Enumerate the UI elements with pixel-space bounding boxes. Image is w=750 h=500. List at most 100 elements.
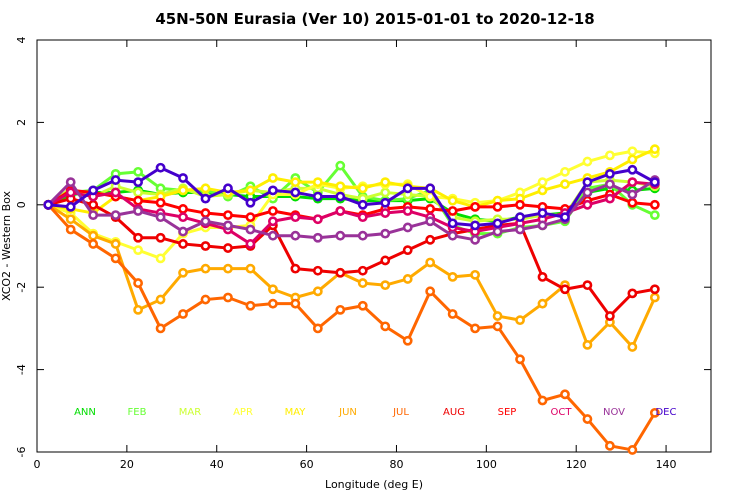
data-point-dec xyxy=(470,220,480,231)
data-point-aug xyxy=(425,234,436,245)
data-point-aug xyxy=(133,232,143,243)
data-point-dec xyxy=(627,164,638,175)
data-point-may xyxy=(560,179,570,190)
data-point-jun xyxy=(649,292,660,303)
data-point-jun xyxy=(178,267,188,278)
data-point-aug xyxy=(312,265,323,276)
data-point-apr xyxy=(627,146,638,157)
data-point-oct xyxy=(605,193,615,204)
y-tick-label: -4 xyxy=(15,364,28,375)
data-point-jun xyxy=(627,342,638,352)
data-point-sep xyxy=(492,201,503,212)
data-point-nov xyxy=(245,224,256,235)
data-point-may xyxy=(335,181,346,192)
data-point-oct xyxy=(380,208,391,218)
data-point-aug xyxy=(200,241,211,251)
data-point-sep xyxy=(627,197,638,208)
data-point-aug xyxy=(178,239,188,249)
data-point-dec xyxy=(357,199,368,210)
chart-title: 45N-50N Eurasia (Ver 10) 2015-01-01 to 2… xyxy=(155,10,594,28)
data-point-jun xyxy=(357,278,368,288)
data-point-jul xyxy=(88,239,99,249)
series-line-aug xyxy=(47,197,656,318)
data-point-aug xyxy=(605,311,615,321)
y-tick-label: 4 xyxy=(15,37,28,44)
data-point-dec xyxy=(200,193,211,204)
data-point-jun xyxy=(447,271,458,282)
legend-entry-apr: APR xyxy=(233,407,253,418)
data-point-dec xyxy=(290,187,301,198)
data-point-oct xyxy=(178,212,188,223)
data-point-apr xyxy=(155,253,166,264)
data-point-jul xyxy=(447,309,458,319)
y-tick-label: 2 xyxy=(15,119,28,126)
data-point-may xyxy=(200,183,211,194)
y-tick-label: 0 xyxy=(15,201,28,208)
legend-entry-feb: FEB xyxy=(128,407,147,418)
data-point-oct xyxy=(245,239,256,249)
data-point-jul xyxy=(267,298,278,309)
data-point-aug xyxy=(223,243,233,253)
data-point-oct xyxy=(267,216,278,227)
legend-entry-sep: SEP xyxy=(498,407,517,418)
data-point-aug xyxy=(537,271,548,282)
data-point-apr xyxy=(560,166,570,177)
data-point-jul xyxy=(312,323,323,334)
data-point-apr xyxy=(537,177,548,188)
data-point-sep xyxy=(470,201,480,212)
data-point-sep xyxy=(133,195,143,206)
series-line-dec xyxy=(48,166,656,227)
data-point-aug xyxy=(649,284,660,295)
data-point-oct xyxy=(65,187,76,198)
data-point-jul xyxy=(178,309,188,319)
legend-entry-ann: ANN xyxy=(74,407,96,418)
data-point-dec xyxy=(447,218,458,229)
data-point-jul xyxy=(155,323,166,334)
data-point-sep xyxy=(515,199,525,210)
legend-entry-jun: JUN xyxy=(338,407,357,418)
data-point-jul xyxy=(605,440,615,451)
data-point-oct xyxy=(582,199,593,210)
data-point-jun xyxy=(537,298,548,309)
data-point-may xyxy=(245,185,256,196)
data-point-jun xyxy=(65,214,76,225)
data-point-aug xyxy=(560,284,570,295)
data-point-dec xyxy=(380,197,391,208)
y-tick-label: -2 xyxy=(15,282,28,293)
data-point-mar xyxy=(133,187,143,198)
data-point-nov xyxy=(425,216,436,227)
legend-entry-jul: JUL xyxy=(392,407,409,418)
data-point-dec xyxy=(110,175,121,185)
y-axis-label: XCO2 - Western Box xyxy=(0,190,13,301)
data-point-jul xyxy=(110,253,121,264)
data-point-feb xyxy=(649,210,660,220)
data-point-nov xyxy=(492,226,503,237)
data-point-jul xyxy=(335,304,346,315)
data-point-jun xyxy=(312,286,323,297)
data-point-aug xyxy=(88,199,99,210)
data-point-may xyxy=(312,177,323,188)
data-point-dec xyxy=(267,185,278,196)
legend-entry-dec: DEC xyxy=(655,407,676,418)
data-point-dec xyxy=(155,162,166,173)
data-point-jun xyxy=(492,311,503,321)
data-point-jun xyxy=(515,315,525,326)
data-point-apr xyxy=(582,156,593,167)
series-line-jul xyxy=(47,203,657,452)
data-point-jul xyxy=(357,300,368,311)
data-point-jun xyxy=(155,294,166,305)
data-point-jul xyxy=(380,321,391,332)
data-point-jun xyxy=(223,263,233,274)
data-point-may xyxy=(380,177,391,188)
data-point-jul xyxy=(223,292,233,303)
legend-entry-aug: AUG xyxy=(443,407,465,418)
legend-entry-oct: OCT xyxy=(551,407,573,418)
data-point-jun xyxy=(425,257,436,268)
data-point-nov xyxy=(447,230,458,241)
data-point-apr xyxy=(605,150,615,161)
data-point-dec xyxy=(537,208,548,218)
series-dec xyxy=(43,162,660,231)
data-point-jul xyxy=(200,294,211,305)
